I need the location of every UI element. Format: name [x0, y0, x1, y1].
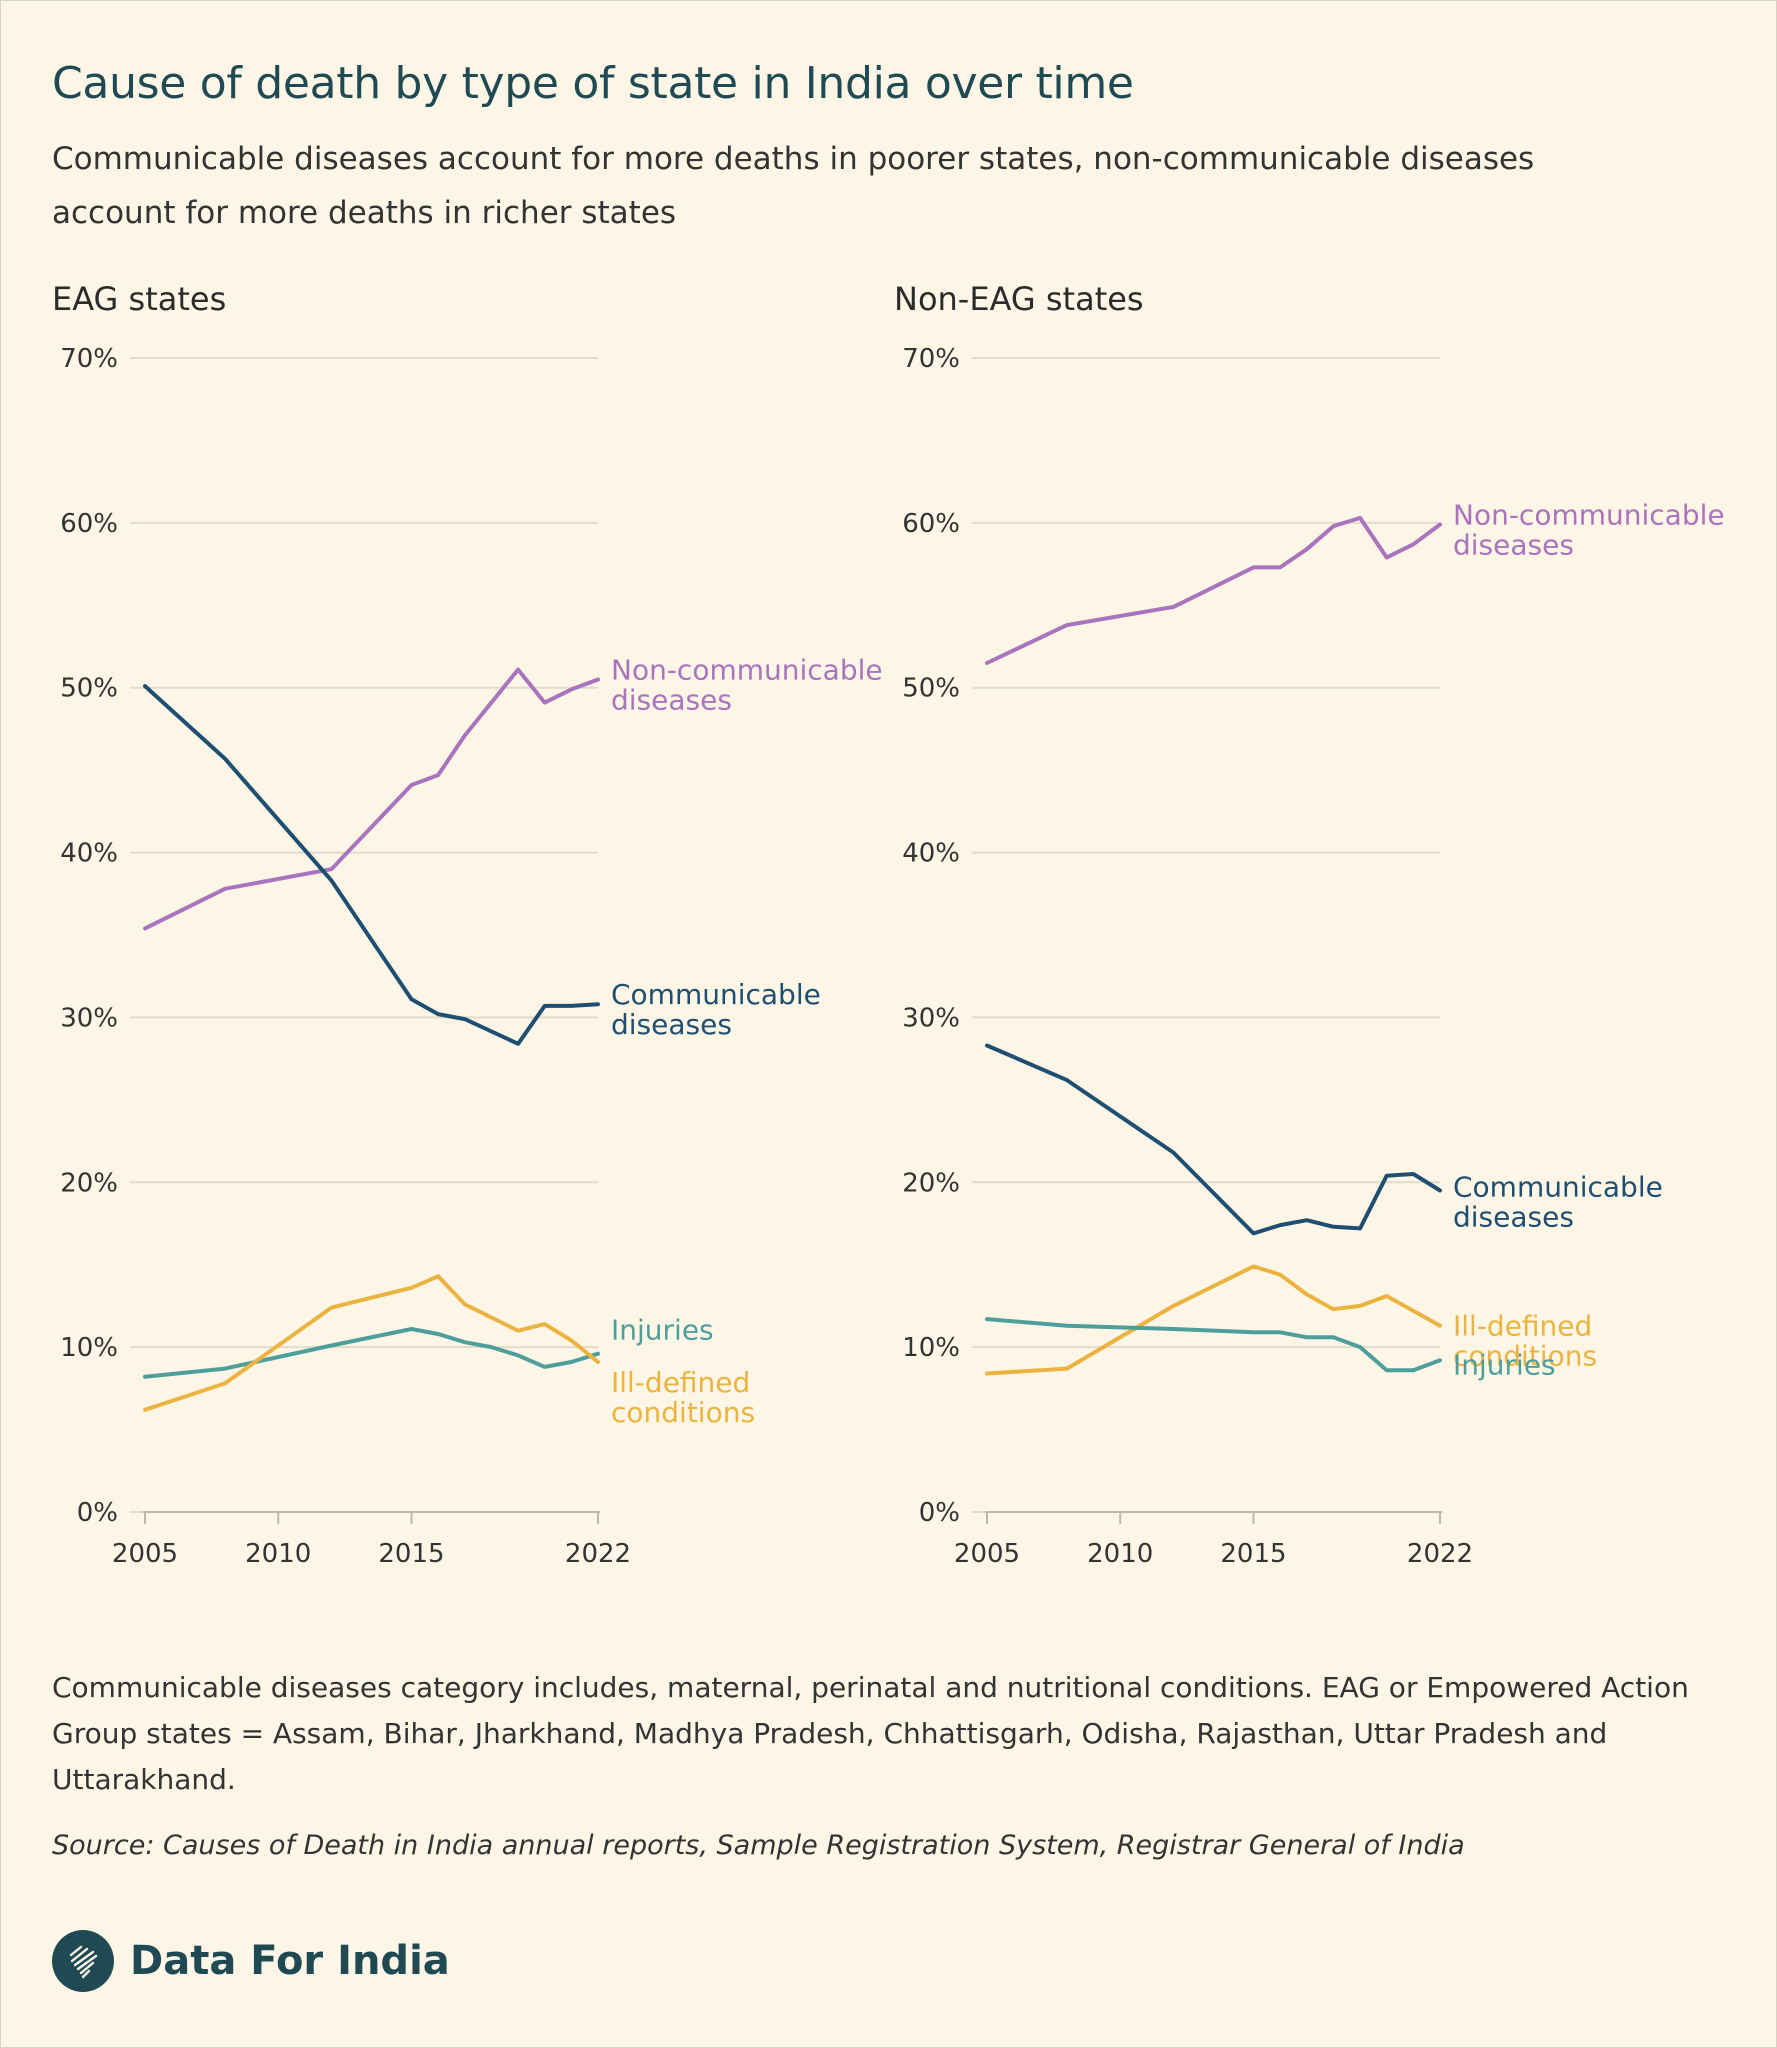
- series-line-communicable-diseases: [985, 1043, 1442, 1236]
- series-line-injuries: [143, 1327, 600, 1379]
- chart-non-eag-states: Non-EAG states 0% 10% 20% 30% 40% 50% 60% 70% 200…: [894, 280, 1725, 1569]
- series-label-line: Injuries: [611, 1314, 714, 1347]
- chart-title: Cause of death by type of state in India…: [52, 58, 1134, 109]
- series-label-line: Non-communicable: [611, 653, 883, 686]
- series-label-line: Communicable: [611, 978, 821, 1011]
- x-tick-label: 2010: [245, 1539, 311, 1569]
- y-tick-label: 60%: [902, 509, 960, 539]
- source-note: Source: Causes of Death in India annual …: [52, 1830, 1465, 1861]
- chart-eag-states: EAG states 0% 10% 20% 30% 40% 50% 60% 70% 2005 201…: [52, 280, 883, 1569]
- y-tick-label: 20%: [902, 1168, 960, 1198]
- series-line-non-communicable-diseases: [143, 667, 600, 931]
- series-label-line: Ill-defined: [1453, 1310, 1592, 1343]
- series-line-ill-defined-conditions: [143, 1274, 600, 1412]
- brand: Data For India: [52, 1930, 450, 1992]
- y-tick-label: 70%: [902, 344, 960, 374]
- series-label-ill-defined-conditions: Ill-defined conditions: [1453, 1310, 1597, 1373]
- series-label-line: Injuries: [1453, 1348, 1556, 1381]
- x-tick-label: 2005: [112, 1539, 178, 1569]
- series-label-line: diseases: [1453, 529, 1574, 562]
- y-tick-label: 30%: [902, 1003, 960, 1033]
- series-label-injuries: Injuries: [1453, 1348, 1556, 1381]
- series-label-line: conditions: [611, 1396, 755, 1429]
- x-tick-label: 2015: [1220, 1539, 1286, 1569]
- y-tick-label: 0%: [77, 1498, 118, 1528]
- series-label-non-communicable-diseases: Non-communicable diseases: [611, 653, 883, 716]
- x-tick-label: 2010: [1087, 1539, 1153, 1569]
- y-tick-label: 40%: [60, 839, 118, 869]
- india-map-logo-icon: [52, 1930, 114, 1992]
- series-label-ill-defined-conditions: Ill-defined conditions: [611, 1366, 755, 1429]
- brand-name: Data For India: [130, 1938, 450, 1984]
- series-label-line: Communicable: [1453, 1171, 1663, 1204]
- series-label-line: conditions: [1453, 1340, 1597, 1373]
- series-label-line: Non-communicable: [1453, 499, 1725, 532]
- series-line-injuries: [985, 1317, 1442, 1373]
- series-line-non-communicable-diseases: [985, 515, 1442, 665]
- series-line-communicable-diseases: [143, 684, 600, 1046]
- x-tick-label: 2005: [954, 1539, 1020, 1569]
- panel-title: Non-EAG states: [894, 280, 1144, 318]
- y-tick-label: 30%: [60, 1003, 118, 1033]
- series-label-communicable-diseases: Communicable diseases: [611, 978, 821, 1041]
- x-tick-label: 2022: [565, 1539, 631, 1569]
- chart-subtitle: Communicable diseases account for more d…: [52, 141, 1535, 231]
- footnote: Communicable diseases category includes,…: [52, 1671, 1689, 1796]
- y-tick-label: 70%: [60, 344, 118, 374]
- y-tick-label: 40%: [902, 839, 960, 869]
- series-label-line: diseases: [611, 683, 732, 716]
- series-label-non-communicable-diseases: Non-communicable diseases: [1453, 499, 1725, 562]
- y-tick-label: 0%: [919, 1498, 960, 1528]
- y-tick-label: 20%: [60, 1168, 118, 1198]
- series-label-line: diseases: [611, 1008, 732, 1041]
- series-label-line: diseases: [1453, 1201, 1574, 1234]
- y-tick-label: 50%: [60, 674, 118, 704]
- panel-title: EAG states: [52, 280, 226, 318]
- y-tick-label: 10%: [60, 1333, 118, 1363]
- y-tick-label: 10%: [902, 1333, 960, 1363]
- y-tick-label: 60%: [60, 509, 118, 539]
- y-tick-label: 50%: [902, 674, 960, 704]
- series-label-injuries: Injuries: [611, 1314, 714, 1347]
- series-label-communicable-diseases: Communicable diseases: [1453, 1171, 1663, 1234]
- x-tick-label: 2022: [1407, 1539, 1473, 1569]
- x-tick-label: 2015: [378, 1539, 444, 1569]
- series-label-line: Ill-defined: [611, 1366, 750, 1399]
